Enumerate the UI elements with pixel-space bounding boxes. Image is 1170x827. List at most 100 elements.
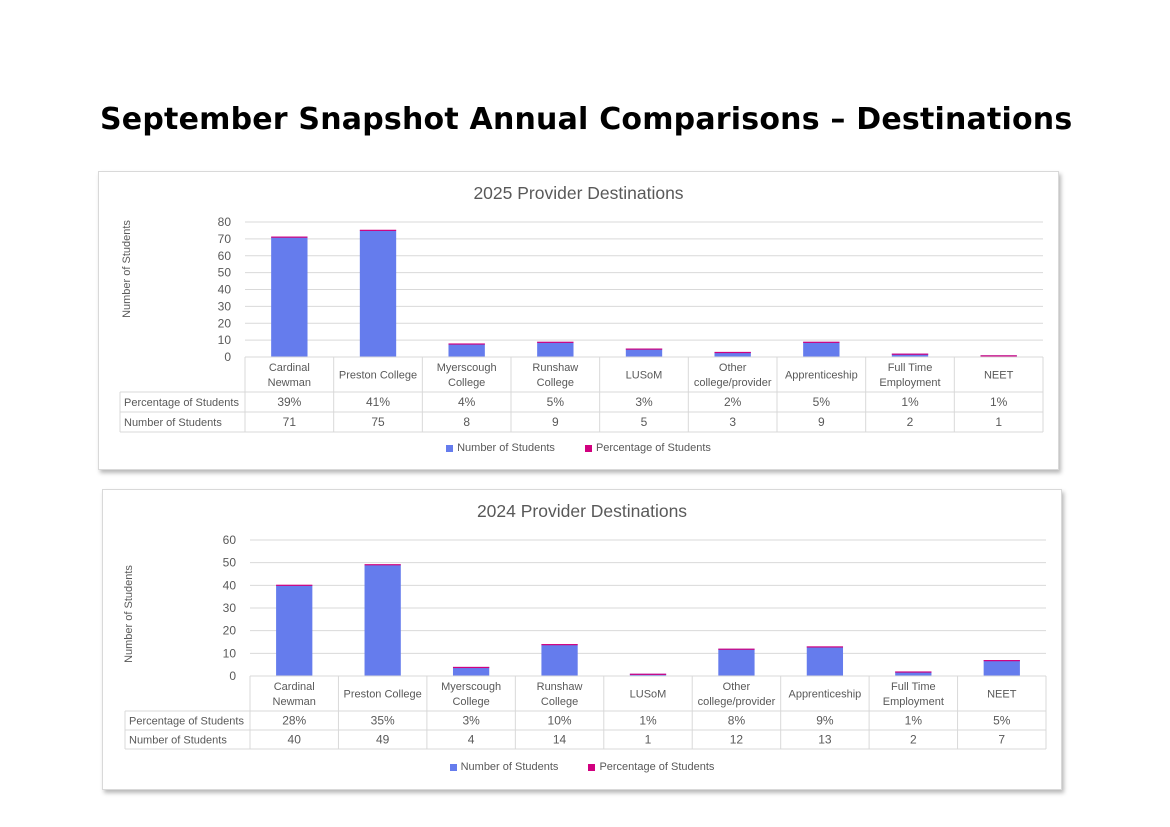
category-label: NEET xyxy=(987,689,1017,701)
data-label: 49 xyxy=(376,733,390,747)
table-row-label: Number of Students xyxy=(129,735,227,747)
category-label: Employment xyxy=(879,377,940,389)
bar-number-of-students xyxy=(541,644,578,676)
data-label: 13 xyxy=(818,733,832,747)
bar-number-of-students xyxy=(718,648,755,676)
legend-swatch-icon xyxy=(446,444,454,452)
bar-percentage-of-students xyxy=(803,341,840,343)
bar-percentage-of-students xyxy=(448,343,485,345)
data-label: 5 xyxy=(641,415,648,429)
category-label: Myerscough xyxy=(437,362,497,374)
category-label: Runshaw xyxy=(537,681,583,693)
data-label: 2% xyxy=(724,395,742,409)
bar-number-of-students xyxy=(714,351,751,357)
data-label: 1 xyxy=(645,733,652,747)
legend-swatch-icon xyxy=(449,763,457,771)
bar-number-of-students xyxy=(806,646,844,676)
category-label: College xyxy=(452,696,489,708)
bar-percentage-of-students xyxy=(452,666,490,669)
category-label: college/provider xyxy=(698,696,776,708)
bar-number-of-students xyxy=(364,564,401,676)
data-label: 9 xyxy=(818,415,825,429)
data-label: 1% xyxy=(901,395,919,409)
bar-percentage-of-students xyxy=(983,660,1020,662)
legend-label: Percentage of Students xyxy=(595,442,711,454)
bar-number-of-students xyxy=(983,660,1020,676)
data-label: 1% xyxy=(905,714,923,728)
data-label: 40 xyxy=(288,733,302,747)
data-label: 3% xyxy=(635,395,653,409)
category-label: LUSoM xyxy=(630,689,667,701)
category-label: Full Time xyxy=(891,681,936,693)
data-label: 12 xyxy=(730,733,744,747)
bar-percentage-of-students xyxy=(359,229,397,231)
y-tick-label: 30 xyxy=(218,299,232,313)
y-tick-label: 50 xyxy=(218,266,232,280)
data-label: 1 xyxy=(995,415,1002,429)
bar-percentage-of-students xyxy=(895,671,932,673)
bar-number-of-students xyxy=(537,341,574,357)
data-label: 10% xyxy=(548,714,572,728)
chart-plot-2025: 0 10 20 30 40 50 60 70 80 Cardinal Newman Preston C… xyxy=(119,215,1044,433)
y-tick-label: 50 xyxy=(223,556,237,570)
bar-percentage-of-students xyxy=(625,348,663,350)
bar-number-of-students xyxy=(271,237,308,357)
category-label: LUSoM xyxy=(626,370,663,382)
legend-item-number: Number of Students xyxy=(449,761,558,773)
category-label: Preston College xyxy=(339,370,417,382)
legend-label: Number of Students xyxy=(457,442,555,454)
legend: Number of Students Percentage of Student… xyxy=(99,442,1058,454)
bar-percentage-of-students xyxy=(364,564,401,566)
data-label: 9% xyxy=(816,714,834,728)
bar-number-of-students xyxy=(448,343,485,357)
bar-percentage-of-students xyxy=(537,341,574,343)
data-label: 3 xyxy=(729,415,736,429)
category-label: Full Time xyxy=(888,362,933,374)
table-row-label: Percentage of Students xyxy=(124,397,239,409)
y-tick-label: 0 xyxy=(224,350,231,364)
data-label: 8 xyxy=(463,415,470,429)
data-label: 5% xyxy=(813,395,831,409)
data-label: 1% xyxy=(990,395,1008,409)
data-label: 28% xyxy=(282,714,306,728)
data-label: 41% xyxy=(366,395,390,409)
category-label: College xyxy=(448,377,485,389)
bar-percentage-of-students xyxy=(806,646,844,648)
category-label: Employment xyxy=(883,696,944,708)
bar-number-of-students xyxy=(452,666,490,676)
category-label: college/provider xyxy=(694,377,772,389)
chart-title: 2025 Provider Destinations xyxy=(473,183,684,203)
legend-item-percentage: Percentage of Students xyxy=(584,442,711,454)
category-label: Newman xyxy=(268,377,311,389)
bar-percentage-of-students xyxy=(629,673,667,675)
category-label: Runshaw xyxy=(532,362,578,374)
category-label: NEET xyxy=(984,370,1014,382)
bar-percentage-of-students xyxy=(718,648,755,650)
y-tick-label: 70 xyxy=(218,232,232,246)
y-tick-label: 20 xyxy=(218,316,232,330)
y-tick-label: 40 xyxy=(223,578,237,592)
y-tick-label: 80 xyxy=(218,215,232,229)
legend-item-number: Number of Students xyxy=(446,442,555,454)
data-label: 5% xyxy=(993,714,1011,728)
y-tick-label: 10 xyxy=(218,333,232,347)
category-label: Other xyxy=(719,362,747,374)
data-label: 4% xyxy=(458,395,476,409)
category-label: College xyxy=(537,377,574,389)
category-label: Apprenticeship xyxy=(785,370,858,382)
bar-percentage-of-students xyxy=(980,355,1017,357)
data-label: 71 xyxy=(283,415,297,429)
data-label: 7 xyxy=(998,733,1005,747)
data-label: 2 xyxy=(910,733,917,747)
data-label: 39% xyxy=(277,395,301,409)
bar-percentage-of-students xyxy=(714,351,751,354)
category-label: Cardinal xyxy=(269,362,310,374)
bar-number-of-students xyxy=(803,341,840,357)
legend-swatch-icon xyxy=(588,763,596,771)
bar-number-of-students xyxy=(891,353,929,357)
category-label: Apprenticeship xyxy=(788,689,861,701)
chart-panel-2024: 2024 Provider Destinations Number of Stu… xyxy=(102,489,1062,790)
category-label: Newman xyxy=(273,696,316,708)
data-label: 8% xyxy=(728,714,746,728)
data-label: 3% xyxy=(462,714,480,728)
